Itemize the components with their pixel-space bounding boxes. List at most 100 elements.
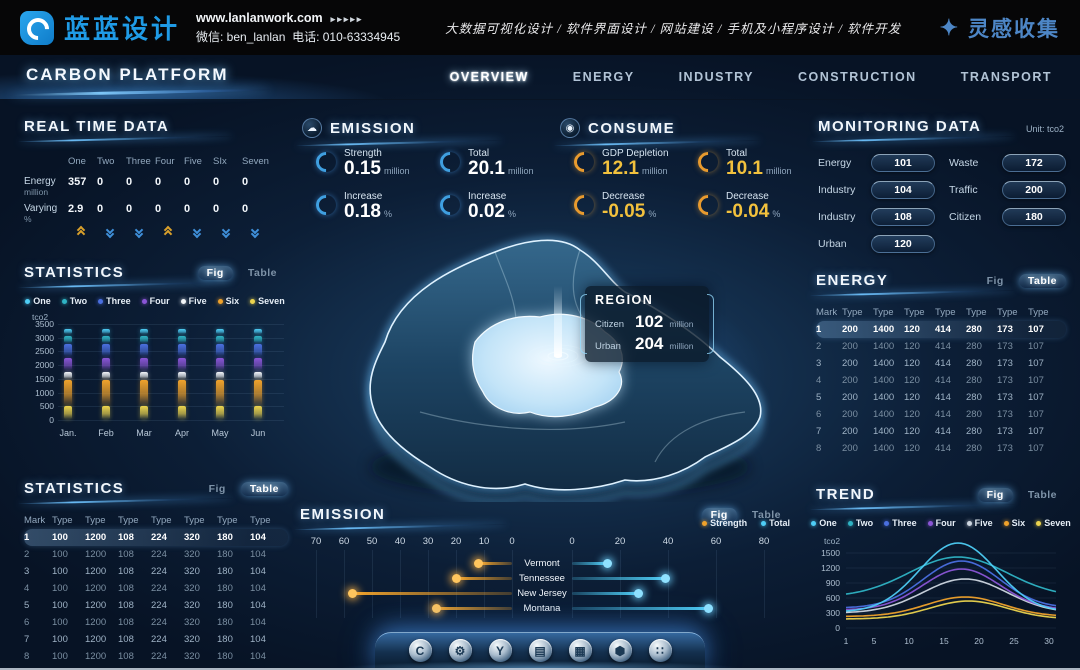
- table-row[interactable]: 4 200 1400 120 414 280 173 107: [816, 372, 1066, 389]
- table-row[interactable]: 6 200 1400 120 414 280 173 107: [816, 406, 1066, 423]
- cell: 1200: [85, 566, 107, 577]
- cell: 100: [52, 617, 68, 628]
- table-row[interactable]: 2 100 1200 108 224 320 180 104: [24, 546, 288, 563]
- metric-label: Citizen: [949, 211, 982, 223]
- cell: 1400: [873, 392, 895, 403]
- region-3d-map[interactable]: [325, 222, 785, 502]
- column-header: Type: [217, 515, 238, 526]
- cell: 3: [24, 566, 30, 577]
- apps-grid-icon[interactable]: ∷: [648, 639, 672, 662]
- legend-item: Five: [966, 518, 993, 528]
- segment-column: [178, 324, 186, 420]
- y-badge-icon[interactable]: Y: [488, 639, 512, 662]
- monitoring-grid: Energy 101 Industry 104 Industry 108 Urban 120 W…: [818, 154, 1066, 253]
- trend-table-toggle[interactable]: Table: [1027, 489, 1057, 501]
- monitoring-unit: Unit: tco2: [1025, 124, 1064, 134]
- cell: 107: [1028, 443, 1044, 454]
- table-row[interactable]: 1 200 1400 120 414 280 173 107: [816, 321, 1066, 338]
- legend-item: Four: [927, 518, 956, 528]
- table-row[interactable]: 5 200 1400 120 414 280 173 107: [816, 389, 1066, 406]
- website-link[interactable]: www.lanlanwork.com: [196, 11, 323, 26]
- cell: 107: [1028, 409, 1044, 420]
- statistics-table-toggle[interactable]: Table: [247, 267, 277, 279]
- strength-bar: [452, 574, 512, 583]
- nav-tab-industry[interactable]: INDUSTRY: [678, 70, 755, 84]
- table-row[interactable]: 4 100 1200 108 224 320 180 104: [24, 580, 288, 597]
- nav-tab-overview[interactable]: OVERVIEW: [449, 70, 529, 84]
- nav-tab-energy[interactable]: ENERGY: [572, 70, 635, 84]
- emission-fig-toggle[interactable]: Fig: [701, 508, 737, 522]
- svg-text:1200: 1200: [821, 563, 840, 573]
- nut-icon[interactable]: ⬢: [608, 639, 632, 662]
- left-axis-tick: 50: [366, 536, 378, 547]
- emission-chart-panel: EMISSION Fig Table Strength Total 70 60 50 4…: [294, 506, 790, 622]
- arc-icon: [311, 147, 341, 177]
- table-row[interactable]: 5 100 1200 108 224 320 180 104: [24, 597, 288, 614]
- cell: 180: [217, 617, 233, 628]
- segment-column: [254, 324, 262, 420]
- region-popup[interactable]: REGION Citizen 102 million Urban 204 mil…: [580, 286, 714, 362]
- strength-bar: [348, 589, 512, 598]
- table-row[interactable]: 3 200 1400 120 414 280 173 107: [816, 355, 1066, 372]
- hex-c-icon[interactable]: C: [408, 639, 432, 662]
- svg-text:20: 20: [974, 636, 984, 646]
- x-tick-label: Feb: [98, 428, 114, 438]
- axis-gridline: [316, 550, 317, 618]
- arc-icon: [693, 190, 723, 220]
- cell: 280: [966, 443, 982, 454]
- inspiration-collect[interactable]: ✦ 灵感收集: [940, 13, 1060, 43]
- trend-fig-toggle[interactable]: Fig: [977, 488, 1013, 502]
- nav-tab-transport[interactable]: TRANSPORT: [960, 70, 1052, 84]
- table-row[interactable]: 3 100 1200 108 224 320 180 104: [24, 563, 288, 580]
- table-row[interactable]: 8 200 1400 120 414 280 173 107: [816, 440, 1066, 457]
- building-icon[interactable]: ▤: [528, 639, 552, 662]
- table-row[interactable]: 7 100 1200 108 224 320 180 104: [24, 631, 288, 648]
- arc-icon: [311, 190, 341, 220]
- arc-icon: [435, 190, 465, 220]
- nav-tab-construction[interactable]: CONSTRUCTION: [798, 70, 917, 84]
- emission-table-toggle[interactable]: Table: [751, 509, 781, 521]
- segment-column: [140, 324, 148, 420]
- statistics2-fig-toggle[interactable]: Fig: [208, 483, 226, 495]
- energy-fig-toggle[interactable]: Fig: [986, 275, 1004, 287]
- legend-item: Strength: [702, 518, 747, 528]
- monitoring-row: Citizen 180: [949, 208, 1066, 226]
- stat-value: -0.04%: [726, 200, 781, 222]
- strength-bar: [432, 604, 512, 613]
- monitor-chart-icon[interactable]: ▦: [568, 639, 592, 662]
- energy-table-toggle[interactable]: Table: [1018, 274, 1066, 288]
- table-row[interactable]: 2 200 1400 120 414 280 173 107: [816, 338, 1066, 355]
- gridline: [58, 324, 284, 325]
- cell: 120: [904, 426, 920, 437]
- stat-value: 0.15 million: [344, 158, 410, 179]
- table-row[interactable]: 6 100 1200 108 224 320 180 104: [24, 614, 288, 631]
- cell: 200: [842, 358, 858, 369]
- gear-icon[interactable]: ⚙: [448, 639, 472, 662]
- svg-text:tco2: tco2: [824, 536, 840, 546]
- axis-gridline: [456, 550, 457, 618]
- total-bar: [572, 604, 713, 613]
- y-tick-label: 500: [39, 401, 54, 412]
- metric-value-pill: 108: [871, 208, 935, 226]
- rt-value: 0: [242, 203, 249, 215]
- emission-title: EMISSION: [330, 119, 416, 137]
- region-citizen-row: Citizen 102 million: [595, 312, 694, 331]
- table-row[interactable]: 1 100 1200 108 224 320 180 104: [24, 529, 288, 546]
- table-row[interactable]: 7 200 1400 120 414 280 173 107: [816, 423, 1066, 440]
- cell: 104: [250, 532, 266, 543]
- right-axis-tick: 40: [662, 536, 674, 547]
- statistics-fig-toggle[interactable]: Fig: [197, 266, 233, 280]
- table-row[interactable]: 8 100 1200 108 224 320 180 104: [24, 648, 288, 665]
- legend-item: Six: [1003, 518, 1025, 528]
- rt-value: 0: [242, 176, 249, 188]
- svg-text:15: 15: [939, 636, 949, 646]
- cell: 108: [118, 651, 134, 662]
- monitoring-row: Industry 104: [818, 181, 935, 199]
- cell: 6: [816, 409, 822, 420]
- axis-gridline: [372, 550, 373, 618]
- cloud-icon: ☁: [302, 118, 322, 138]
- emission-stat-cards: Strength 0.15 million Total 20.1 million Incre…: [302, 147, 554, 222]
- cell: 100: [52, 583, 68, 594]
- axis-gridline: [620, 550, 621, 618]
- statistics2-table-toggle[interactable]: Table: [240, 482, 288, 496]
